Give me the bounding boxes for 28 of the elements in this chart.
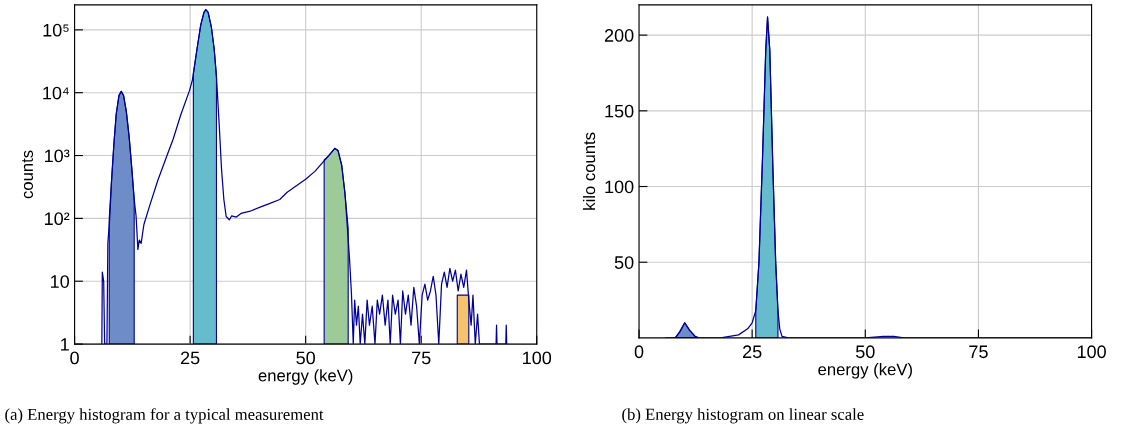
- y-tick-label: 10⁴: [43, 86, 69, 100]
- y-axis-title: kilo counts: [582, 132, 596, 210]
- y-tick-label: 10⁵: [43, 23, 69, 37]
- y-tick-label: 50: [614, 256, 634, 269]
- x-axis-title: energy (keV): [818, 363, 912, 379]
- x-tick-label: 50: [296, 351, 315, 365]
- x-tick-label: 0: [634, 345, 644, 359]
- y-axis-title: counts: [22, 150, 34, 199]
- x-tick-label: 75: [412, 351, 431, 365]
- x-tick-label: 25: [743, 345, 762, 359]
- y-tick-label: 150: [605, 104, 634, 118]
- line-series: [665, 16, 1092, 338]
- line-series: [101, 8, 508, 345]
- x-tick-label: 100: [1077, 345, 1106, 359]
- text: (a) Energy histogram for a typical measurement: [5, 408, 324, 424]
- text: (b) Energy histogram on linear scale: [622, 408, 864, 424]
- x-tick-label: 100: [523, 351, 552, 365]
- y-tick-label: 10²: [45, 212, 70, 226]
- y-tick-label: 10³: [45, 149, 70, 163]
- x-tick-label: 0: [70, 351, 79, 365]
- y-tick-label: 1: [61, 338, 69, 351]
- y-tick-label: 10: [51, 275, 70, 288]
- x-tick-label: 25: [180, 351, 200, 365]
- x-tick-label: 50: [855, 345, 875, 359]
- x-tick-label: 75: [969, 345, 988, 359]
- y-tick-label: 100: [605, 180, 634, 194]
- x-axis-title: energy (keV): [258, 369, 353, 385]
- y-tick-label: 200: [604, 29, 634, 42]
